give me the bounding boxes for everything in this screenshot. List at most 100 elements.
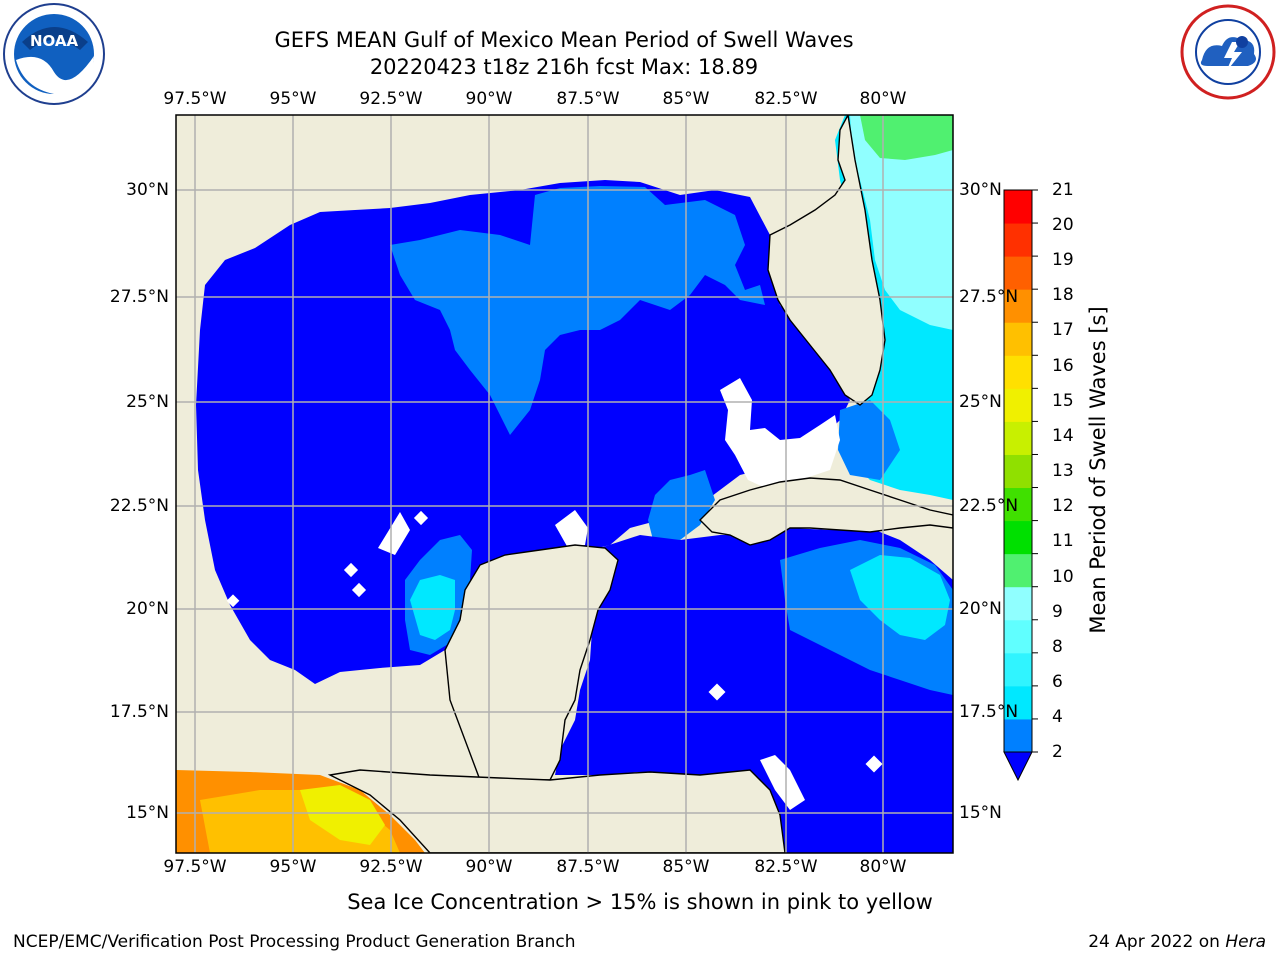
lon-label-top: 92.5°W — [359, 89, 423, 109]
colorbar-segment — [1004, 256, 1032, 290]
lat-label-right: 17.5°N — [959, 702, 1019, 722]
lat-label-right: 15°N — [959, 803, 1002, 823]
lon-label-bottom: 82.5°W — [754, 857, 818, 877]
colorbar-tick-label: 16 — [1052, 356, 1074, 376]
colorbar-segment — [1004, 190, 1032, 224]
colorbar-segment — [1004, 652, 1032, 687]
missing-data-gap — [351, 582, 367, 598]
central-america-land — [327, 769, 786, 853]
footer-date: 24 Apr 2022 on Hera — [1088, 932, 1266, 952]
footer-date-text: 24 Apr 2022 on — [1088, 932, 1226, 952]
colorbar-segment — [1004, 322, 1032, 356]
missing-data-gap — [555, 510, 588, 548]
colorbar — [1003, 189, 1038, 782]
colorbar-segment — [1004, 586, 1032, 621]
colorbar-segment — [1004, 421, 1032, 455]
colorbar-segment — [1004, 355, 1032, 389]
colorbar-segment — [1004, 553, 1032, 588]
missing-data-gap — [378, 512, 410, 555]
swell-2-4-central — [390, 186, 765, 435]
nws-logo — [1180, 4, 1276, 100]
missing-data-gap — [413, 510, 429, 526]
colorbar-frame — [1003, 189, 1033, 753]
lon-label-top: 80°W — [859, 89, 907, 109]
lon-label-top: 95°W — [269, 89, 317, 109]
lon-label-top: 97.5°W — [163, 89, 227, 109]
missing-data-gap — [708, 683, 726, 701]
colorbar-segment — [1004, 289, 1032, 323]
colorbar-tick-label: 14 — [1052, 426, 1074, 446]
swell-4-6-caribbean — [850, 555, 950, 640]
colorbar-tick-label: 8 — [1052, 637, 1063, 657]
colorbar-tick-label: 21 — [1052, 180, 1074, 200]
lon-label-bottom: 87.5°W — [556, 857, 620, 877]
colorbar-tick-label: 20 — [1052, 215, 1074, 235]
colorbar-segment — [1004, 223, 1032, 257]
cuba-land — [699, 477, 953, 546]
lat-label-left: 27.5°N — [109, 287, 169, 307]
swell-8-9-atlantic — [850, 115, 953, 330]
map-frame — [175, 114, 954, 854]
lat-label-left: 17.5°N — [109, 702, 169, 722]
lat-label-left: 25°N — [126, 392, 169, 412]
lon-label-bottom: 92.5°W — [359, 857, 423, 877]
colorbar-tick-label: 12 — [1052, 496, 1074, 516]
colorbar-segment — [1004, 520, 1032, 555]
map-subtitle: 20220423 t18z 216h fcst Max: 18.89 — [369, 55, 759, 79]
colorbar-segment — [1004, 718, 1032, 753]
colorbar-tick-label: 9 — [1052, 602, 1063, 622]
colorbar-tick-label: 15 — [1052, 391, 1074, 411]
colorbar-segment — [1004, 619, 1032, 654]
swell-2-4-yucatan — [648, 470, 715, 548]
swell-2-4-bahamas — [838, 400, 900, 480]
colorbar-segment — [1004, 388, 1032, 422]
lon-label-bottom: 85°W — [662, 857, 710, 877]
lon-label-bottom: 97.5°W — [163, 857, 227, 877]
colorbar-title: Mean Period of Swell Waves [s] — [1086, 306, 1110, 634]
lat-label-left: 20°N — [126, 599, 169, 619]
lon-label-bottom: 95°W — [269, 857, 317, 877]
pacific-swell-14-15 — [300, 785, 385, 845]
lat-label-right: 20°N — [959, 599, 1002, 619]
lon-label-bottom: 80°W — [859, 857, 907, 877]
sea-ice-note-text: Sea Ice Concentration > 15% is shown in … — [347, 890, 933, 914]
lat-label-left: 22.5°N — [109, 496, 169, 516]
colorbar-tick-label: 19 — [1052, 250, 1074, 270]
map-gridlines — [176, 115, 953, 853]
lon-label-bottom: 90°W — [465, 857, 513, 877]
lat-label-right: 22.5°N — [959, 496, 1019, 516]
colorbar-tick-label: 4 — [1052, 707, 1063, 727]
lon-label-top: 85°W — [662, 89, 710, 109]
colorbar-tick-label: 10 — [1052, 567, 1074, 587]
lat-label-left: 15°N — [126, 803, 169, 823]
lon-label-top: 82.5°W — [754, 89, 818, 109]
colorbar-tick-label: 18 — [1052, 285, 1074, 305]
map-title: GEFS MEAN Gulf of Mexico Mean Period of … — [274, 28, 854, 52]
colorbar-segment — [1004, 487, 1032, 522]
missing-data-gap — [760, 755, 805, 810]
sea-ice-note: Sea Ice Concentration > 15% is shown in … — [0, 890, 1280, 914]
lon-label-top: 90°W — [465, 89, 513, 109]
lat-label-right: 30°N — [959, 180, 1002, 200]
missing-data-gap — [865, 755, 883, 773]
colorbar-tick-label: 11 — [1052, 531, 1074, 551]
swell-4-6-campeche — [410, 575, 455, 640]
colorbar-segment — [1004, 454, 1032, 489]
colorbar-tick-label: 6 — [1052, 672, 1063, 692]
noaa-logo: NOAA — [3, 3, 105, 105]
colorbar-tick-label: 13 — [1052, 461, 1074, 481]
lat-label-right: 25°N — [959, 392, 1002, 412]
noaa-logo-text: NOAA — [30, 32, 79, 50]
lat-label-left: 30°N — [126, 180, 169, 200]
missing-data-gap — [720, 378, 840, 490]
colorbar-under-arrow — [1003, 751, 1033, 782]
lon-label-top: 87.5°W — [556, 89, 620, 109]
lat-label-right: 27.5°N — [959, 287, 1019, 307]
footer-machine: Hera — [1225, 932, 1266, 952]
footer-branch: NCEP/EMC/Verification Post Processing Pr… — [13, 932, 576, 952]
missing-data-gap — [226, 594, 240, 608]
florida-land — [767, 115, 886, 406]
missing-data-gap — [343, 562, 359, 578]
colorbar-tick-label: 17 — [1052, 320, 1074, 340]
